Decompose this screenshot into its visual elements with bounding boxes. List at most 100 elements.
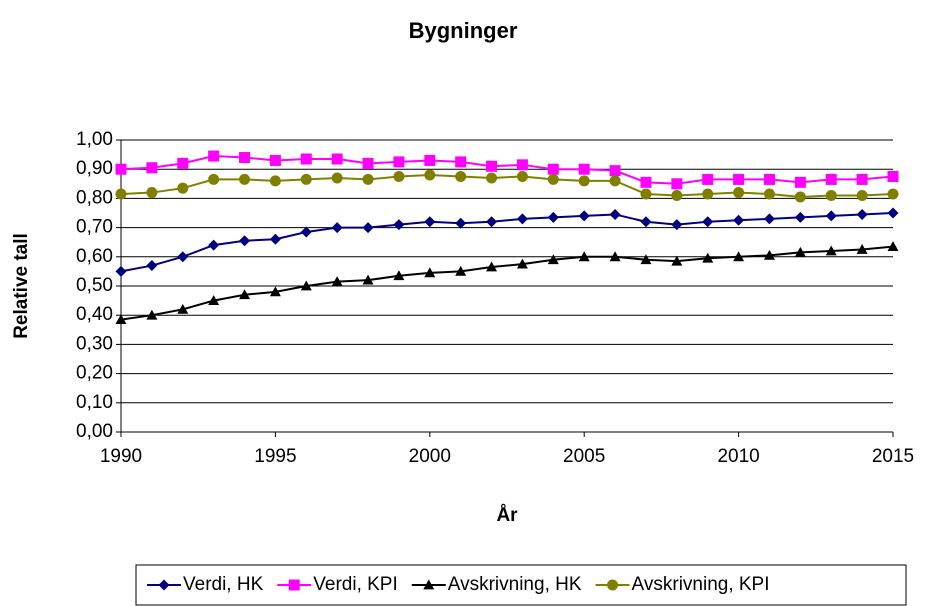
marker [516,171,528,182]
marker [763,173,775,185]
marker [239,152,251,164]
marker [547,254,559,265]
marker [177,303,189,314]
marker [331,153,343,165]
marker [547,163,559,175]
marker [362,222,374,234]
y-tick-label: 0,70 [76,217,113,238]
marker [671,255,683,266]
marker [671,178,683,190]
marker [177,182,189,194]
marker [208,150,220,162]
marker [362,274,374,285]
y-axis-label: Relative tall [11,233,32,339]
x-axis-label: År [496,505,518,526]
marker [856,173,868,185]
legend-label: Avskrivning, HK [448,574,582,595]
series-line [120,212,894,273]
x-tick-label: 2005 [563,446,605,467]
marker [763,213,775,225]
marker [516,159,528,171]
marker [177,157,189,169]
marker [702,173,714,185]
marker [640,188,652,200]
marker [146,162,158,174]
x-tick-label: 2010 [717,446,759,467]
legend-marker [423,579,435,590]
marker [424,267,436,278]
y-tick-label: 0,80 [76,187,113,208]
legend-label: Verdi, HK [183,574,264,595]
marker [393,171,405,182]
marker [887,188,899,200]
series-line [120,174,894,198]
marker [640,216,652,228]
marker [856,189,868,201]
x-tick-label: 1990 [100,446,142,467]
marker [331,172,343,184]
marker [578,163,590,175]
marker [578,251,590,262]
marker [393,156,405,168]
marker [455,156,467,168]
marker [671,189,683,201]
marker [424,154,436,166]
legend-label: Avskrivning, KPI [632,574,770,595]
marker [269,286,281,297]
x-tick-label: 1995 [254,446,296,467]
marker [516,213,528,225]
marker [763,188,775,200]
marker [269,233,281,245]
marker [269,154,281,166]
marker [578,210,590,222]
legend-box [135,564,907,606]
marker [486,160,498,172]
marker [609,208,621,220]
marker [794,246,806,257]
marker [115,265,127,277]
marker [825,210,837,222]
marker [887,207,899,219]
marker [702,252,714,263]
marker [547,173,559,185]
marker [146,309,158,320]
marker [825,245,837,256]
marker [733,214,745,226]
y-tick-label: 1,00 [76,129,113,150]
marker [393,270,405,281]
marker [794,176,806,188]
marker [671,219,683,231]
marker [300,153,312,165]
marker [486,216,498,228]
legend-marker [288,579,300,591]
marker [331,276,343,287]
marker [547,211,559,223]
marker [609,175,621,187]
marker [856,208,868,220]
marker [115,314,127,324]
marker [269,175,281,187]
marker [733,187,745,199]
marker [208,295,220,305]
marker [516,258,528,269]
marker [702,188,714,200]
legend-marker [158,579,170,591]
marker [239,173,251,185]
marker [702,216,714,228]
marker [609,251,621,262]
y-tick-label: 0,40 [76,304,113,325]
marker [146,260,158,272]
marker [609,165,621,177]
marker [239,235,251,247]
marker [486,172,498,184]
marker [763,249,775,260]
y-tick-label: 0,20 [76,363,113,384]
legend-marker [607,579,619,591]
x-tick-label: 2000 [409,446,451,467]
marker [856,244,868,254]
marker [300,280,312,291]
marker [424,169,436,181]
marker [486,261,498,272]
marker [640,176,652,188]
marker [146,187,158,199]
